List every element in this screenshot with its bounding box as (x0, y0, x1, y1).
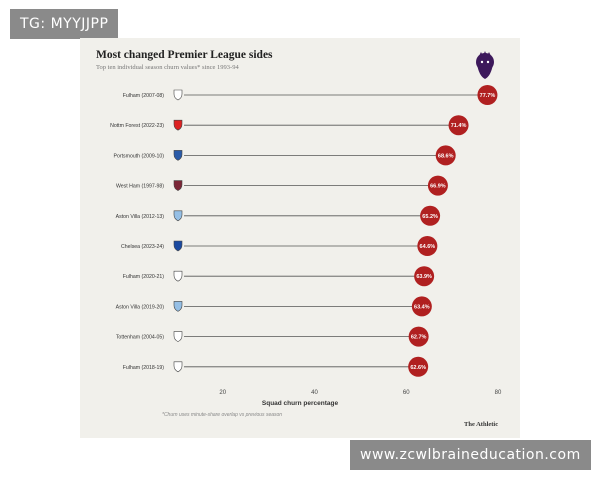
category-label: West Ham (1997-98) (116, 184, 164, 190)
portsmouth-crest-icon (173, 150, 183, 161)
data-label: 64.6% (420, 244, 436, 250)
watermark-bottom: www.zcwlbraineducation.com (350, 440, 591, 470)
data-label: 68.6% (438, 153, 454, 159)
category-label: Tottenham (2004-05) (116, 335, 164, 341)
premier-league-lion-icon (476, 51, 494, 79)
category-label: Fulham (2018-19) (123, 365, 165, 371)
category-label: Nottm Forest (2022-23) (110, 123, 164, 129)
footnote: *Churn uses minute-share overlap vs prev… (162, 412, 283, 418)
data-label: 77.7% (480, 93, 496, 99)
nottm-forest-crest-icon (173, 119, 183, 131)
data-label: 62.6% (410, 365, 426, 371)
fulham-crest-icon (173, 89, 183, 101)
x-axis-label: Squad churn percentage (261, 400, 339, 407)
chelsea-crest-icon (173, 240, 183, 252)
chart-title: Most changed Premier League sides (96, 49, 273, 61)
data-label: 65.2% (422, 214, 438, 220)
category-label: Chelsea (2023-24) (121, 244, 164, 250)
chart-card: Most changed Premier League sides Top te… (80, 38, 520, 438)
data-point (477, 85, 498, 105)
x-tick-label: 60 (403, 390, 410, 396)
data-point (435, 145, 456, 166)
watermark-top: TG: MYYJJPP (10, 9, 119, 39)
data-label: 63.9% (416, 274, 432, 280)
category-label: Aston Villa (2019-20) (116, 304, 165, 310)
data-label: 71.4% (451, 123, 467, 129)
data-label: 63.4% (414, 304, 430, 310)
brand-logo-text: The Athletic (464, 421, 499, 428)
lollipop-chart: Fulham (2007-08) 77.7% Nottm Forest (2022-… (110, 85, 502, 396)
tottenham-crest-icon (173, 331, 183, 342)
data-label: 66.9% (430, 184, 446, 190)
x-tick-label: 80 (495, 390, 502, 396)
chart-subtitle: Top ten individual season churn values* … (96, 64, 239, 71)
fulham-crest-icon (173, 270, 183, 282)
data-point (408, 326, 429, 347)
data-point (408, 356, 429, 377)
west-ham-crest-icon (173, 180, 183, 191)
data-point (448, 115, 469, 136)
aston-villa-crest-icon (173, 301, 183, 312)
data-point (414, 266, 435, 287)
data-point (427, 175, 448, 196)
category-label: Aston Villa (2012-13) (116, 214, 165, 220)
category-label: Portsmouth (2009-10) (114, 153, 165, 159)
x-tick-label: 40 (311, 390, 318, 396)
data-label: 62.7% (411, 335, 427, 341)
data-point (417, 236, 438, 256)
category-label: Fulham (2020-21) (123, 274, 165, 280)
aston-villa-crest-icon (173, 210, 183, 222)
fulham-crest-icon (173, 361, 183, 373)
data-point (420, 205, 441, 226)
data-point (411, 296, 432, 317)
category-label: Fulham (2007-08) (123, 93, 165, 99)
x-tick-label: 20 (219, 390, 226, 396)
